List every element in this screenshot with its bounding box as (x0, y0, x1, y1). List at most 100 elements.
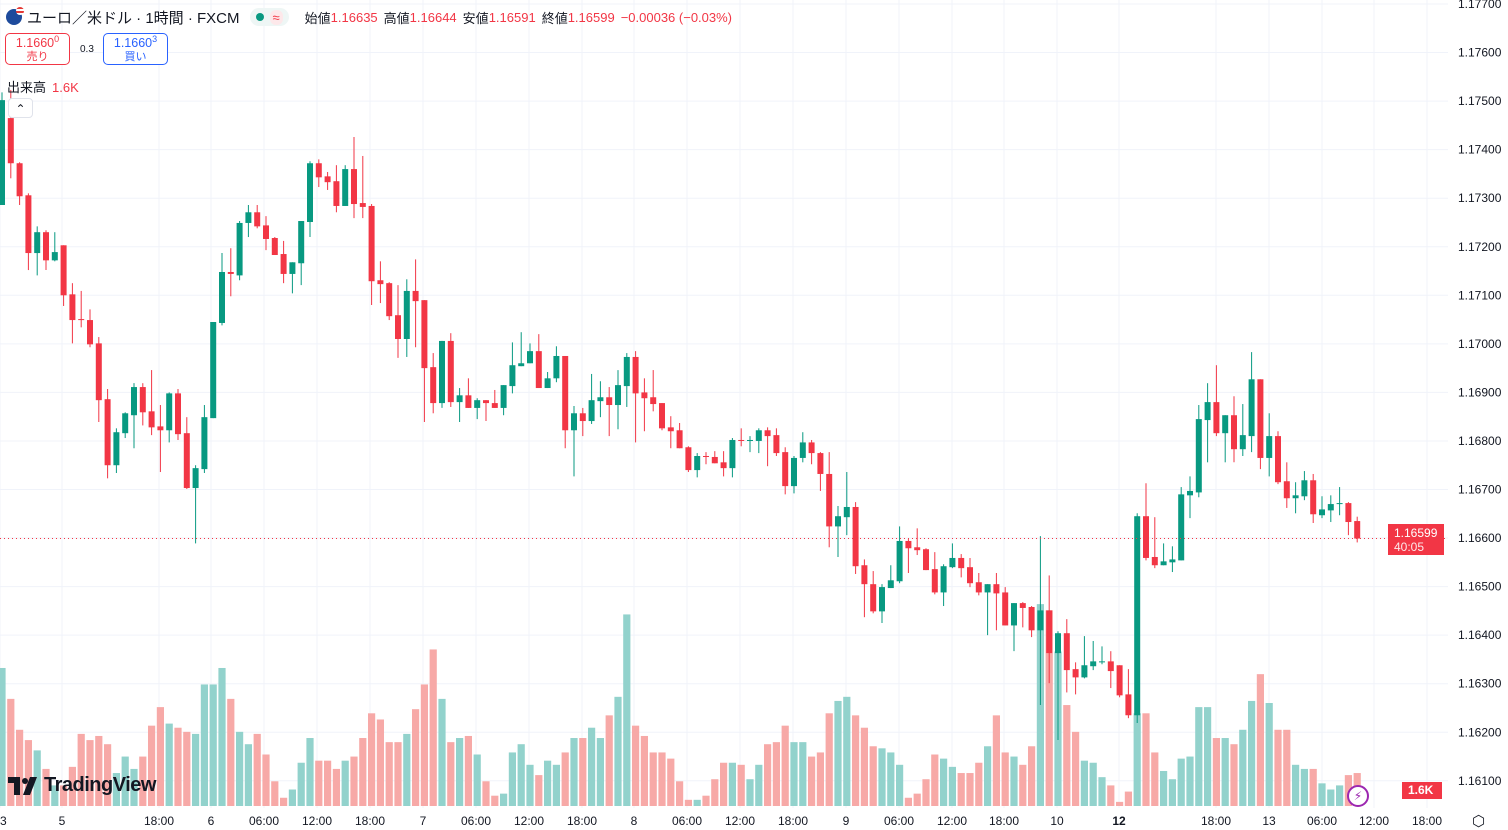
volume-bar (280, 797, 288, 806)
volume-bar (1168, 779, 1176, 806)
price-axis[interactable]: 1.17700 1.17600 1.17500 1.17400 1.17300 1.172… (1458, 0, 1502, 788)
time-axis[interactable]: 3 5 18:00 6 06:00 12:00 18:00 7 06:00 12:00 18:00 8… (0, 814, 1442, 828)
volume-bar (139, 756, 147, 806)
candle-body (1319, 509, 1325, 516)
volume-bars (0, 604, 1361, 806)
volume-bar (1336, 785, 1344, 806)
market-status-badge[interactable]: ≈ (249, 8, 289, 26)
volume-bar (737, 764, 745, 806)
candle-body (421, 300, 428, 369)
volume-bar (218, 667, 226, 806)
volume-bar (500, 793, 508, 806)
candle-body (826, 473, 833, 527)
volume-bar (1072, 731, 1080, 806)
volume-bar (940, 758, 948, 806)
volume-bar (491, 795, 499, 806)
volume-bar (33, 750, 41, 806)
time-tick-label: 8 (631, 814, 638, 828)
close-label: 終値 (541, 10, 568, 26)
volume-bar (948, 766, 956, 806)
candle-body (377, 280, 384, 285)
time-tick-label: 5 (59, 814, 66, 828)
collapse-legend-button[interactable]: ⌃ (8, 98, 33, 118)
volume-bar (1063, 705, 1071, 806)
candle-body (1292, 495, 1299, 499)
volume-bar (931, 754, 939, 806)
volume-bar (878, 748, 886, 806)
volume-bar (720, 762, 728, 806)
high-value: 1.16644 (409, 9, 457, 25)
volume-bar (394, 742, 402, 806)
sell-button[interactable]: 1.16600 売り (5, 33, 70, 65)
volume-bar (429, 649, 437, 806)
settings-gear-icon[interactable]: ⬡ (1472, 813, 1486, 830)
approx-icon: ≈ (269, 9, 283, 25)
candle-body (711, 456, 718, 464)
candle-body (817, 453, 824, 474)
volume-bar (1089, 762, 1097, 806)
candle-body (958, 557, 965, 569)
candle-body (280, 254, 287, 274)
volume-bar (1001, 752, 1009, 806)
candle-body (0, 100, 5, 205)
volume-bar (95, 735, 103, 806)
price-tick-label: 1.17300 (1458, 191, 1502, 205)
candle-body (694, 456, 701, 471)
time-tick-label: 12:00 (725, 814, 755, 828)
volume-bar (1204, 707, 1212, 806)
time-tick-label: 06:00 (1307, 814, 1337, 828)
candle-body (60, 245, 67, 296)
candle-body (729, 439, 736, 469)
time-tick-label: 12 (1112, 814, 1126, 828)
candle-body (289, 262, 296, 274)
volume-bar (1327, 789, 1335, 806)
volume-bar (16, 729, 24, 806)
volume-legend[interactable]: 出来高 1.6K (7, 77, 79, 96)
time-tick-label: 18:00 (355, 814, 385, 828)
candle-body (861, 565, 868, 585)
low-value: 1.16591 (488, 9, 536, 25)
tradingview-logo[interactable]: TradingView (8, 774, 156, 797)
candle-body (923, 549, 929, 571)
open-label: 始値 (304, 10, 331, 26)
volume-bar (60, 785, 68, 806)
candle-body (87, 320, 93, 345)
volume-bar (535, 775, 543, 806)
candle-body (852, 506, 859, 567)
candle-body (474, 400, 481, 408)
candle-body (1116, 665, 1123, 696)
candle-body (1275, 436, 1281, 483)
volume-bar (860, 727, 868, 806)
candle-body (967, 567, 973, 584)
volume-bar (482, 781, 490, 806)
candle-body (1310, 480, 1317, 515)
candle-body (351, 169, 357, 205)
volume-bar (359, 738, 367, 806)
candle-body (1143, 516, 1149, 558)
candle-body (324, 176, 331, 183)
candle-body (439, 340, 445, 404)
volume-bar (781, 725, 789, 806)
candle-body (791, 457, 797, 487)
candle-body (1327, 504, 1334, 511)
volume-bar (227, 698, 235, 806)
candle-body (95, 343, 102, 401)
candle-body (606, 397, 613, 406)
price-tick-label: 1.16700 (1458, 483, 1502, 497)
candle-body (1090, 661, 1097, 667)
volume-bar (464, 735, 472, 806)
candle-body (535, 351, 542, 389)
buy-button[interactable]: 1.16603 買い (103, 33, 168, 65)
candle-body (104, 399, 111, 466)
volume-bar (51, 785, 59, 806)
candle-body (1063, 633, 1070, 671)
price-tick-label: 1.17100 (1458, 288, 1502, 302)
candle-body (395, 315, 401, 339)
symbol-title[interactable]: ユーロ／米ドル · 1時間 · FXCM (27, 9, 240, 27)
volume-bar (165, 723, 173, 806)
candle-body (738, 439, 745, 441)
candle-body (1231, 415, 1237, 450)
price-tick-label: 1.17600 (1458, 46, 1502, 60)
lightning-icon[interactable]: ⚡︎ (1347, 785, 1369, 807)
